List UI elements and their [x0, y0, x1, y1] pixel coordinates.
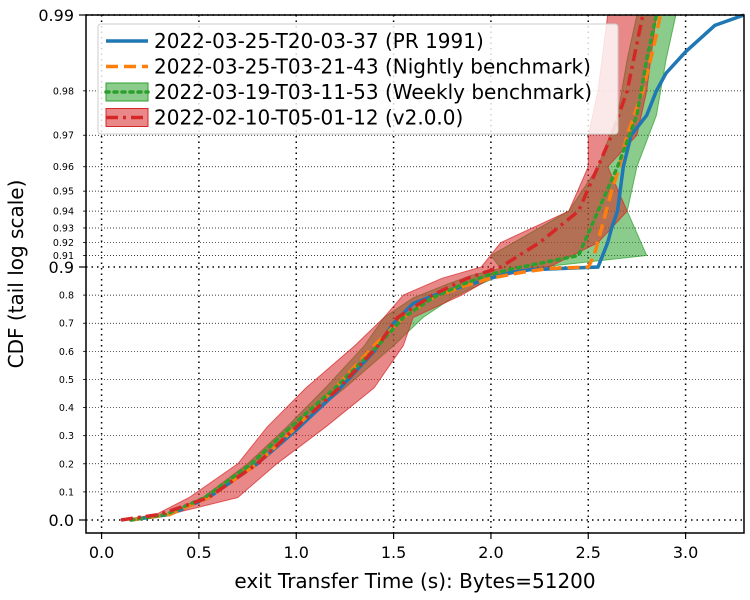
y-minor-tick-label: 0.98 [53, 86, 74, 97]
y-minor-tick-label: 0.1 [59, 487, 74, 498]
series-line-2 [129, 13, 659, 522]
y-minor-tick-label: 0.97 [53, 131, 74, 142]
legend-label: 2022-03-25-T20-03-37 (PR 1991) [154, 29, 484, 53]
plot-frame [85, 14, 745, 534]
y-minor-tick-label: 0.7 [59, 319, 74, 330]
y-major-tick-label: 0.99 [38, 6, 74, 25]
legend-label: 2022-02-10-T05-01-12 (v2.0.0) [154, 106, 463, 130]
y-minor-tick-label: 0.95 [53, 187, 74, 198]
x-tick-label: 2.5 [576, 543, 601, 562]
legend-box [97, 23, 619, 135]
y-minor-tick-label: 0.4 [59, 403, 74, 414]
y-minor-tick-label: 0.6 [59, 347, 74, 358]
y-minor-tick-label: 0.8 [59, 291, 74, 302]
y-minor-tick-label: 0.93 [53, 223, 74, 234]
x-axis-title: exit Transfer Time (s): Bytes=51200 [234, 569, 595, 593]
y-minor-tick-label: 0.96 [53, 162, 74, 173]
y-major-tick-label: 0.0 [49, 511, 74, 530]
y-axis-title: CDF (tail log scale) [4, 180, 28, 369]
y-minor-tick-label: 0.2 [59, 459, 74, 470]
series-line-1 [130, 14, 663, 522]
series-line-3 [120, 14, 645, 522]
x-tick-label: 3.0 [673, 543, 698, 562]
y-axis: 0.0 0.9 0.99 0.1 0.2 0.3 0.4 0.5 0.6 0.7 0.8 0.91 0.… [38, 6, 86, 530]
y-minor-tick-label: 0.94 [53, 207, 74, 218]
y-minor-tick-label: 0.3 [59, 431, 74, 442]
legend-label: 2022-03-19-T03-11-53 (Weekly benchmark) [154, 80, 592, 104]
y-minor-tick-label: 0.91 [53, 251, 74, 262]
x-axis: 0.0 0.5 1.0 1.5 2.0 2.5 3.0 [89, 533, 698, 562]
x-tick-label: 0.5 [186, 543, 211, 562]
y-major-tick-label: 0.9 [49, 258, 74, 277]
legend: 2022-03-25-T20-03-37 (PR 1991)2022-03-25… [97, 23, 619, 135]
y-minor-tick-label: 0.92 [53, 238, 74, 249]
y-minor-tick-label: 0.5 [59, 375, 74, 386]
x-tick-label: 1.0 [284, 543, 309, 562]
series-lines [120, 13, 745, 522]
x-tick-label: 0.0 [89, 543, 114, 562]
x-tick-label: 2.0 [478, 543, 503, 562]
legend-label: 2022-03-25-T03-21-43 (Nightly benchmark) [154, 55, 591, 79]
x-tick-label: 1.5 [381, 543, 406, 562]
